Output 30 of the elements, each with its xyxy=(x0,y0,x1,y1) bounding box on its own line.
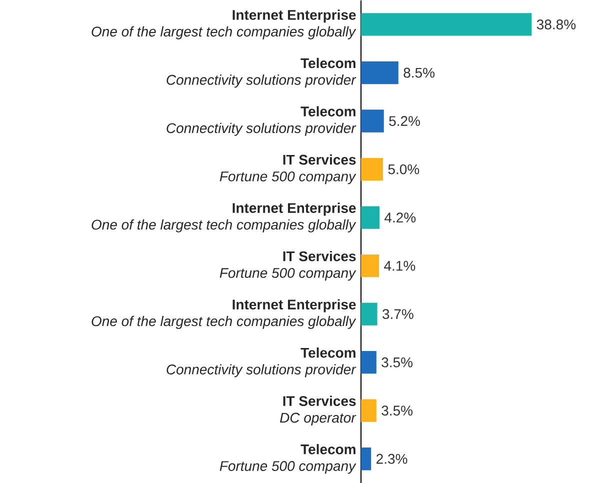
data-label: 2.3% xyxy=(376,454,408,464)
data-label: 4.1% xyxy=(384,260,416,271)
data-label: 3.5% xyxy=(382,357,413,368)
data-label: 8.5% xyxy=(404,68,434,78)
bar xyxy=(361,302,378,326)
data-label: 3.5% xyxy=(382,406,413,416)
y-tick-label: IT Services Fortune 500 company xyxy=(220,250,356,281)
y-tick-label: Internet Enterprise One of the largest tech companies globally xyxy=(92,299,356,329)
y-tick-label: Telecom Connectivity solutions provider xyxy=(166,106,356,136)
bar xyxy=(361,351,376,374)
data-label: 5.2% xyxy=(389,116,420,126)
y-tick-label: IT Services Fortune 500 company xyxy=(220,154,356,184)
bar xyxy=(361,206,380,229)
data-label: 3.7% xyxy=(382,309,414,320)
y-tick-label: Internet Enterprise One of the largest tech companies globally xyxy=(92,202,356,232)
bar xyxy=(361,158,383,181)
data-label: 4.2% xyxy=(384,212,416,222)
y-tick-label: Internet Enterprise One of the largest tech companies globally xyxy=(92,10,356,40)
bar xyxy=(361,448,372,470)
data-label: 38.8% xyxy=(536,20,576,30)
bar xyxy=(361,399,376,422)
bar xyxy=(361,61,398,84)
y-tick-label: Telecom Connectivity solutions provider xyxy=(166,58,356,88)
data-label: 5.0% xyxy=(388,164,420,174)
y-tick-label: IT Services DC operator xyxy=(280,396,356,426)
bar xyxy=(361,110,384,132)
y-tick-label: Telecom Connectivity solutions provider xyxy=(166,347,356,378)
bar xyxy=(361,254,380,278)
bar xyxy=(361,13,532,36)
y-tick-label: Telecom Fortune 500 company xyxy=(220,444,356,474)
